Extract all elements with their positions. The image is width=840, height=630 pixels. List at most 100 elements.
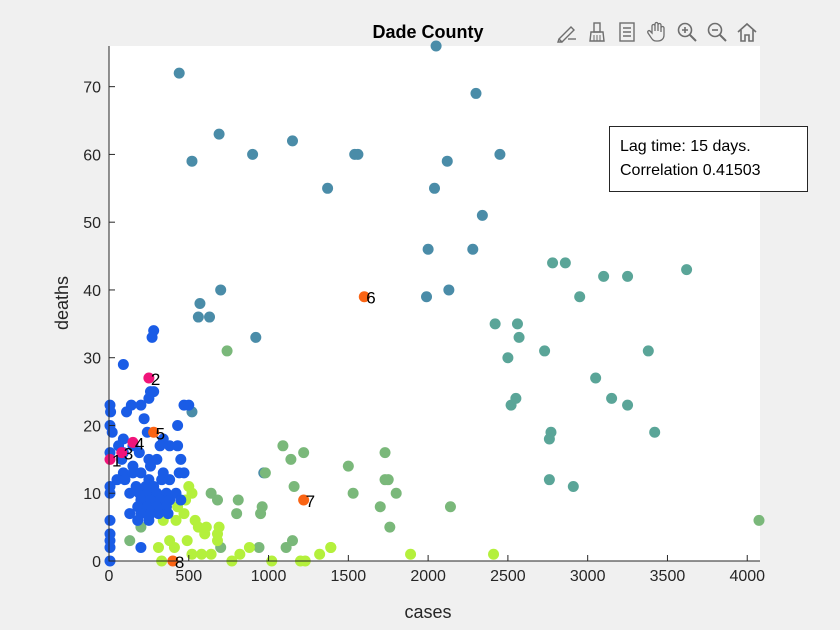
x-tick-label: 0 — [105, 568, 114, 585]
data-tips-icon — [619, 22, 635, 42]
scatter-point — [143, 514, 155, 526]
scatter-point — [642, 345, 654, 357]
x-axis-label: cases — [404, 602, 451, 622]
scatter-point — [681, 264, 693, 276]
scatter-point — [138, 413, 150, 425]
pan-button[interactable] — [643, 18, 671, 46]
x-tick-label: 500 — [175, 568, 202, 585]
scatter-point — [124, 535, 136, 547]
scatter-point — [286, 135, 298, 147]
zoom-out-icon — [707, 22, 727, 42]
scatter-point — [559, 257, 571, 269]
scatter-point — [156, 474, 168, 486]
scatter-point — [154, 440, 166, 452]
x-tick-label: 1000 — [251, 568, 287, 585]
scatter-point — [322, 182, 334, 194]
scatter-point — [430, 40, 442, 52]
home-button[interactable] — [733, 18, 761, 46]
y-tick-label: 50 — [83, 215, 101, 232]
x-tick-label: 2000 — [410, 568, 446, 585]
scatter-point — [178, 467, 190, 479]
scatter-point — [429, 182, 440, 194]
scatter-point — [390, 487, 402, 499]
brush-button[interactable] — [583, 18, 611, 46]
y-tick-label: 20 — [83, 418, 101, 435]
scatter-point — [606, 392, 618, 404]
scatter-point — [253, 541, 265, 553]
scatter-point — [543, 474, 555, 486]
scatter-point — [574, 291, 586, 303]
zoom-in-button[interactable] — [673, 18, 701, 46]
scatter-point — [622, 270, 634, 282]
highlighted-point — [298, 494, 310, 506]
scatter-point — [259, 467, 271, 479]
y-tick-label: 70 — [83, 80, 101, 97]
scatter-point — [152, 508, 164, 520]
brush-icon — [589, 22, 605, 42]
scatter-point — [277, 440, 289, 452]
scatter-point — [124, 487, 136, 499]
scatter-point — [489, 318, 501, 330]
zoom-out-button[interactable] — [703, 18, 731, 46]
scatter-point — [173, 67, 185, 79]
highlighted-point — [143, 372, 155, 384]
scatter-point — [255, 508, 267, 520]
y-tick-label: 30 — [83, 351, 101, 368]
scatter-point — [186, 548, 198, 560]
correlation-text: Correlation 0.41503 — [620, 162, 761, 179]
scatter-point — [342, 460, 354, 472]
scatter-point — [170, 514, 182, 526]
scatter-point — [298, 447, 310, 459]
highlighted-point — [358, 291, 370, 303]
x-tick-label: 3500 — [650, 568, 686, 585]
scatter-point — [374, 501, 386, 513]
scatter-point — [753, 514, 765, 526]
scatter-point — [347, 487, 359, 499]
scatter-point — [379, 447, 391, 459]
scatter-point — [172, 440, 184, 452]
scatter-point — [183, 399, 195, 411]
scatter-point — [178, 508, 190, 520]
scatter-point — [488, 548, 500, 560]
highlighted-point — [116, 447, 128, 459]
scatter-point — [104, 514, 116, 526]
scatter-point — [117, 358, 129, 370]
scatter-point — [470, 87, 482, 99]
scatter-point — [204, 311, 216, 323]
scatter-point — [510, 392, 522, 404]
scatter-point — [194, 298, 206, 309]
scatter-point — [243, 541, 255, 553]
scatter-point — [232, 494, 244, 506]
scatter-point — [247, 148, 259, 160]
scatter-point — [494, 148, 506, 160]
point-number-label: 4 — [135, 434, 144, 453]
y-tick-label: 10 — [83, 486, 101, 503]
scatter-point — [164, 474, 176, 486]
x-axis-ticks: 0 500 1000 1500 2000 2500 3000 3500 4000 — [105, 555, 765, 585]
scatter-point — [622, 399, 634, 411]
scatter-point — [280, 541, 292, 553]
edit-plot-button[interactable] — [553, 18, 581, 46]
scatter-point — [181, 535, 193, 547]
point-number-label: 1 — [112, 451, 121, 470]
data-tips-button[interactable] — [613, 18, 641, 46]
scatter-point — [441, 155, 453, 167]
scatter-point — [502, 352, 514, 364]
scatter-point — [125, 399, 137, 411]
y-tick-label: 40 — [83, 283, 101, 300]
plot-area — [109, 46, 760, 561]
y-tick-label: 60 — [83, 147, 101, 164]
scatter-point — [144, 460, 156, 472]
point-number-label: 2 — [151, 370, 160, 389]
scatter-point — [212, 535, 223, 547]
pan-hand-icon — [647, 21, 665, 42]
scatter-point — [513, 331, 525, 343]
scatter-point — [133, 447, 145, 459]
scatter-point — [288, 480, 300, 492]
scatter-point — [106, 426, 118, 438]
scatter-point — [164, 440, 176, 452]
scatter-point — [325, 541, 337, 553]
scatter-point — [285, 453, 297, 465]
scatter-point — [443, 284, 455, 296]
